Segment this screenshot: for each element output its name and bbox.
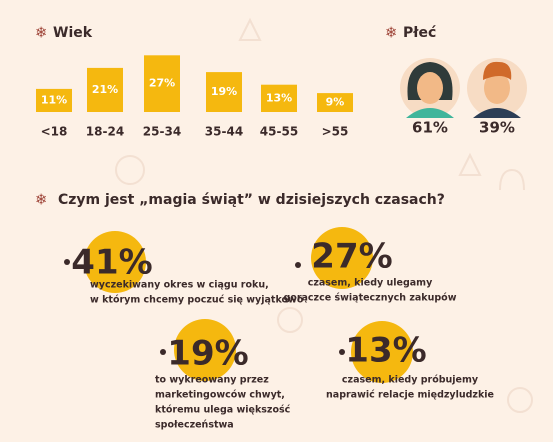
bullet: [160, 349, 166, 355]
snowflake-icon: ❄: [35, 191, 48, 209]
category-label: 35-44: [205, 125, 243, 139]
category-label: >55: [322, 125, 349, 139]
snowflake-icon: ❄: [385, 24, 398, 42]
highlight-circle: [311, 227, 373, 289]
bar: [261, 84, 297, 112]
stat-description: któremu ulega większość: [155, 405, 291, 416]
category-label: 18-24: [86, 125, 124, 139]
bar: [36, 88, 72, 112]
bar: [87, 67, 123, 112]
bar-label: 11%: [41, 93, 67, 106]
stat-description: marketingowców chwyt,: [155, 390, 285, 401]
stat-value: 27%: [311, 237, 392, 277]
bar-label: 19%: [211, 85, 237, 98]
stat-description: gorączce świątecznych zakupów: [284, 293, 457, 304]
bar-label: 21%: [92, 83, 118, 96]
stat-description: czasem, kiedy próbujemy: [342, 375, 479, 386]
stat-description: naprawić relacje międzyludzkie: [326, 390, 494, 401]
avatar-female: [400, 58, 460, 118]
section-title: Wiek: [53, 25, 93, 41]
stat-value: 13%: [345, 331, 426, 371]
stat-value: 41%: [71, 243, 152, 283]
bar: [317, 93, 353, 112]
stat-value: 19%: [167, 334, 248, 374]
highlight-circle: [174, 319, 236, 381]
bar-label: 13%: [266, 91, 292, 104]
bar: [144, 55, 180, 112]
stat-description: wyczekiwany okres w ciągu roku,: [90, 280, 269, 291]
stat-description: czasem, kiedy ulegamy: [308, 278, 433, 289]
avatar-male: [467, 58, 527, 118]
category-label: 25-34: [143, 125, 181, 139]
highlight-circle: [351, 321, 413, 383]
decor: [115, 17, 533, 413]
gender-value: 61%: [412, 119, 448, 137]
category-label: 45-55: [260, 125, 298, 139]
stat-description: społeczeństwa: [155, 420, 234, 431]
stat-description: w którym chcemy poczuć się wyjątkowo: [90, 295, 304, 306]
bullet: [64, 259, 70, 265]
stat-description: to wykreowany przez: [155, 375, 269, 386]
category-label: <18: [41, 125, 68, 139]
bar: [206, 72, 242, 112]
gender-value: 39%: [479, 119, 515, 137]
question: Czym jest „magia świąt” w dzisiejszych c…: [58, 192, 445, 208]
highlight-circle: [84, 231, 146, 293]
bar-label: 9%: [326, 96, 345, 109]
section-title: Płeć: [403, 25, 436, 41]
bar-label: 27%: [149, 77, 175, 90]
bullet: [295, 262, 301, 268]
bullet: [339, 349, 345, 355]
snowflake-icon: ❄: [35, 24, 48, 42]
